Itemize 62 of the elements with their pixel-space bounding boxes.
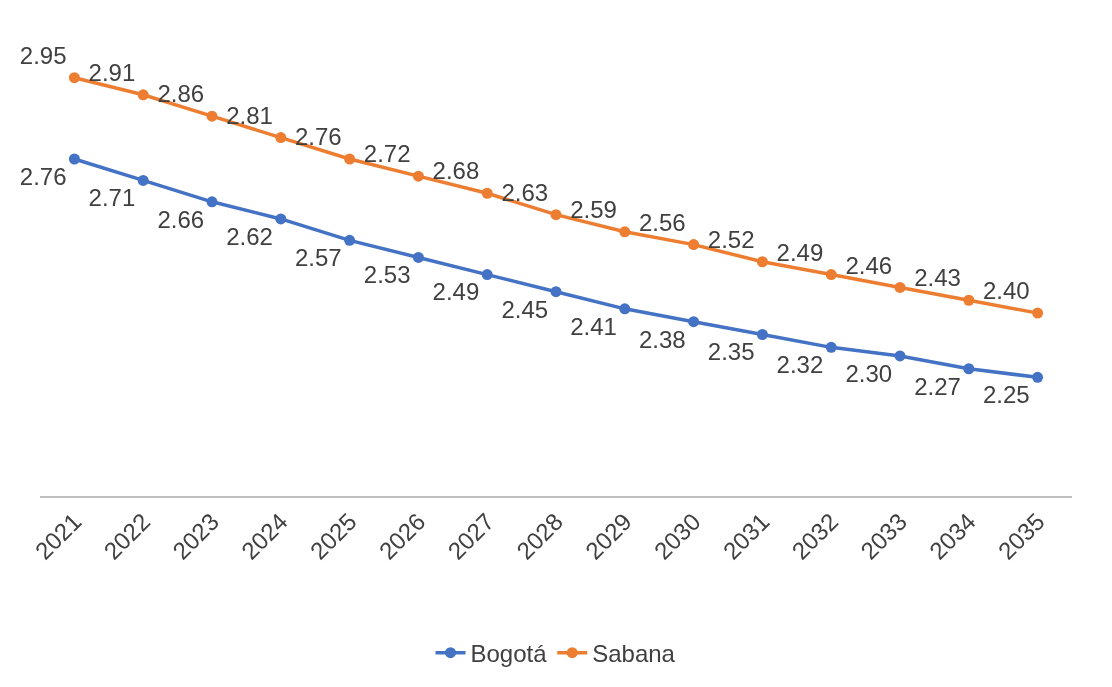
data-label: 2.49 — [776, 238, 824, 266]
data-label: 2.72 — [363, 140, 411, 168]
data-label: 2.27 — [914, 372, 961, 400]
point — [206, 110, 218, 122]
point — [1032, 371, 1044, 383]
point — [756, 329, 768, 341]
point — [137, 174, 149, 186]
legend-label: Sabana — [592, 640, 676, 668]
point — [963, 294, 975, 306]
point — [688, 239, 700, 251]
point — [619, 226, 631, 238]
point — [481, 187, 493, 199]
point — [275, 132, 287, 144]
data-label: 2.57 — [295, 244, 342, 272]
point — [68, 153, 80, 165]
data-label: 2.71 — [88, 184, 136, 212]
point — [756, 256, 768, 268]
point — [894, 350, 906, 362]
point — [412, 170, 424, 182]
point — [550, 286, 562, 298]
legend-label: Bogotá — [470, 640, 548, 668]
data-label: 2.25 — [983, 381, 1030, 409]
data-label: 2.66 — [157, 205, 205, 233]
point — [825, 269, 837, 281]
data-label: 2.62 — [226, 222, 273, 250]
point — [825, 341, 837, 353]
data-label: 2.95 — [19, 41, 67, 69]
data-label: 2.76 — [19, 162, 67, 190]
point — [550, 209, 562, 221]
data-label: 2.45 — [501, 295, 549, 323]
point — [206, 196, 218, 208]
point — [481, 269, 493, 281]
data-label: 2.38 — [639, 325, 686, 353]
point — [688, 316, 700, 328]
data-label: 2.68 — [432, 157, 480, 185]
point — [137, 89, 149, 101]
point — [619, 303, 631, 315]
data-label: 2.86 — [157, 80, 205, 108]
data-label: 2.59 — [570, 195, 617, 223]
data-label: 2.32 — [776, 351, 824, 379]
point — [963, 363, 975, 375]
point — [412, 251, 424, 263]
point — [894, 281, 906, 293]
data-label: 2.41 — [570, 312, 617, 340]
data-label: 2.56 — [639, 208, 686, 236]
point — [344, 153, 356, 165]
data-label: 2.91 — [88, 58, 136, 86]
point — [68, 72, 80, 84]
data-label: 2.81 — [226, 101, 273, 129]
point — [275, 213, 287, 225]
data-label: 2.30 — [845, 359, 893, 387]
data-label: 2.52 — [707, 225, 755, 253]
data-label: 2.43 — [914, 264, 961, 292]
data-label: 2.35 — [707, 338, 755, 366]
point — [344, 234, 356, 246]
data-label: 2.49 — [432, 278, 480, 306]
data-label: 2.46 — [845, 251, 893, 279]
data-label: 2.63 — [501, 178, 549, 206]
data-label: 2.76 — [295, 123, 342, 151]
data-label: 2.40 — [983, 277, 1030, 305]
point — [1032, 307, 1044, 319]
data-label: 2.53 — [363, 261, 411, 289]
